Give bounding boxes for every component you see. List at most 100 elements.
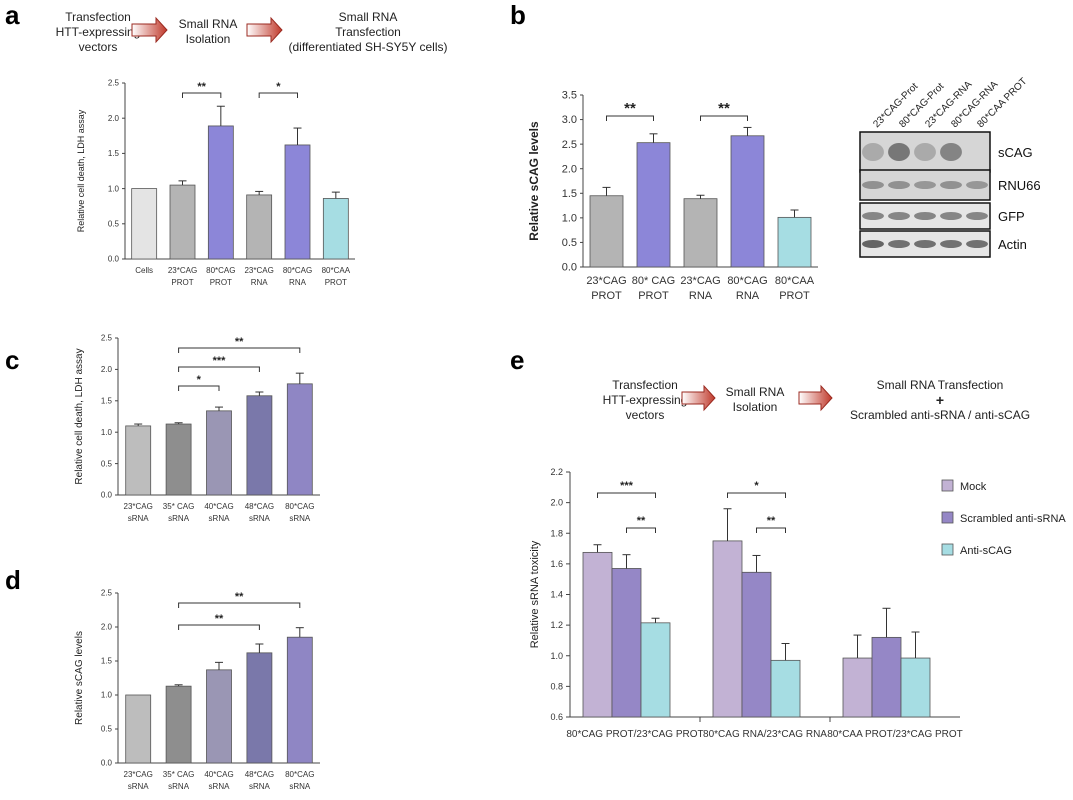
flow-a-step-3-line-1: Small RNA	[338, 10, 398, 24]
e-legend-swatch	[941, 543, 954, 556]
e-legend-label: Mock	[960, 481, 987, 493]
blot-band	[862, 240, 884, 248]
flow-e-step-1: Transfection HTT-expressing vectors	[585, 378, 705, 423]
d-significance-label: **	[235, 591, 244, 603]
a-y-tick-label: 2.5	[108, 79, 120, 88]
blot-band	[966, 212, 988, 220]
e-significance-label: **	[767, 515, 776, 527]
b-significance-bracket	[606, 115, 654, 121]
b-bar	[636, 142, 671, 268]
d-category-label: sRNA	[289, 782, 311, 791]
flow-a-step-3-line-2: Transfection	[335, 25, 401, 39]
e-category-label: 80*CAG PROT/23*CAG PROT	[566, 729, 703, 740]
e-significance-bracket	[597, 492, 656, 498]
flow-e-step-2-line-1: Small RNA	[725, 385, 785, 399]
a-significance-bracket	[182, 92, 222, 98]
d-y-tick-label: 0.0	[101, 759, 113, 768]
d-category-label: 40*CAG	[204, 770, 233, 779]
e-significance-label: ***	[620, 480, 634, 492]
b-category-label: 23*CAG	[586, 275, 626, 287]
flow-a-step-1-line-3: vectors	[78, 40, 118, 54]
d-category-label: sRNA	[249, 782, 271, 791]
flow-a-arrow-2-icon	[246, 16, 283, 44]
chart-a: 0.0 0.5 1.0 1.5 2.0 2.5 Cells 23*CAG PROT 80*CAG P…	[76, 79, 355, 287]
flow-a-step-3: Small RNA Transfection (differentiated S…	[278, 10, 458, 55]
b-category-label: 80*CAG	[727, 275, 767, 287]
d-y-tick-label: 2.0	[101, 623, 113, 632]
c-category-label: 23*CAG	[124, 502, 153, 511]
e-significance-label: *	[754, 480, 759, 492]
c-bar	[165, 423, 192, 496]
b-y-tick-label: 3.0	[562, 114, 577, 126]
e-bar-anti-scag	[770, 659, 801, 718]
a-bar	[169, 184, 196, 260]
a-y-axis-label: Relative cell death, LDH assay	[76, 109, 86, 232]
e-significance-bracket	[626, 527, 656, 533]
c-category-label: 35* CAG	[163, 502, 195, 511]
blot-row-frame	[859, 169, 991, 201]
b-category-label: PROT	[779, 290, 810, 302]
b-significance-label: **	[718, 100, 730, 117]
e-legend-swatch	[941, 511, 954, 524]
c-significance-label: ***	[213, 355, 227, 367]
e-y-axis-label: Relative sRNA toxicity	[529, 540, 541, 648]
western-blot: 23*CAG-Prot80*CAG-Prot23*CAG-RNA80*CAG-R…	[859, 76, 1041, 258]
a-bar	[246, 194, 273, 260]
d-category-label: 48*CAG	[245, 770, 274, 779]
chart-e: 0.6 0.8 1.0 1.2 1.4 1.6 1.8 2.0 2.2 80*CAG PROT/2…	[529, 467, 1066, 740]
flow-a-step-2: Small RNA Isolation	[168, 17, 248, 47]
d-significance-label: **	[215, 613, 224, 625]
flow-e-step-3-line-1: Small RNA Transfection	[876, 378, 1004, 392]
a-category-label: PROT	[171, 278, 193, 287]
flow-e-step-1-line-3: vectors	[625, 408, 665, 422]
d-y-axis-label: Relative sCAG levels	[74, 631, 85, 725]
c-bar	[206, 410, 232, 496]
a-bar	[207, 125, 234, 260]
c-category-label: 48*CAG	[245, 502, 274, 511]
blot-band	[966, 240, 988, 248]
c-bar	[286, 383, 313, 496]
c-y-axis-label: Relative cell death, LDH assay	[74, 348, 85, 484]
e-significance-bracket	[727, 492, 786, 498]
c-category-label: sRNA	[209, 514, 231, 523]
d-y-tick-label: 2.5	[101, 589, 113, 598]
e-bar-scrambled-anti-srna	[611, 568, 642, 718]
d-category-label: sRNA	[128, 782, 150, 791]
b-bar	[683, 198, 718, 268]
e-bar-mock	[582, 551, 613, 718]
e-y-tick-label: 0.8	[550, 681, 563, 691]
c-category-label: sRNA	[289, 514, 311, 523]
e-y-tick-label: 1.8	[550, 528, 563, 538]
blot-band	[940, 240, 962, 248]
b-significance-label: **	[624, 100, 636, 117]
panel-letter-c: c	[5, 345, 20, 375]
d-category-label: sRNA	[209, 782, 231, 791]
blot-band	[966, 181, 988, 189]
flow-e-step-1-line-1: Transfection	[612, 378, 678, 392]
chart-b: 0.0 0.5 1.0 1.5 2.0 2.5 3.0 3.5 23*CAG PROT 80* CA…	[527, 90, 818, 302]
d-bar	[286, 636, 313, 764]
c-category-label: 80*CAG	[285, 502, 314, 511]
c-category-label: sRNA	[249, 514, 271, 523]
b-y-tick-label: 1.5	[562, 188, 577, 200]
b-bar	[777, 216, 812, 268]
a-category-label: RNA	[289, 278, 307, 287]
blot-row-label: GFP	[998, 209, 1025, 224]
blot-band	[940, 143, 962, 161]
e-bar-anti-scag	[900, 657, 931, 718]
b-y-tick-label: 1.0	[562, 213, 577, 225]
e-y-tick-label: 2.0	[550, 498, 563, 508]
d-significance-bracket	[178, 602, 301, 608]
chart-d: 0.0 0.5 1.0 1.5 2.0 2.5 23*CAG sRNA 35* CAG sRNA 4…	[74, 589, 320, 791]
b-y-tick-label: 0.5	[562, 237, 577, 249]
b-category-label: 80* CAG	[632, 275, 675, 287]
a-y-tick-label: 1.5	[108, 149, 120, 158]
c-significance-bracket	[178, 347, 301, 353]
c-significance-bracket	[178, 366, 260, 372]
b-y-tick-label: 0.0	[562, 262, 577, 274]
c-significance-bracket	[178, 385, 220, 391]
blot-band	[914, 212, 936, 220]
c-y-tick-label: 0.0	[101, 491, 113, 500]
b-y-axis-label: Relative sCAG levels	[527, 121, 541, 241]
a-y-tick-label: 0.5	[108, 219, 120, 228]
